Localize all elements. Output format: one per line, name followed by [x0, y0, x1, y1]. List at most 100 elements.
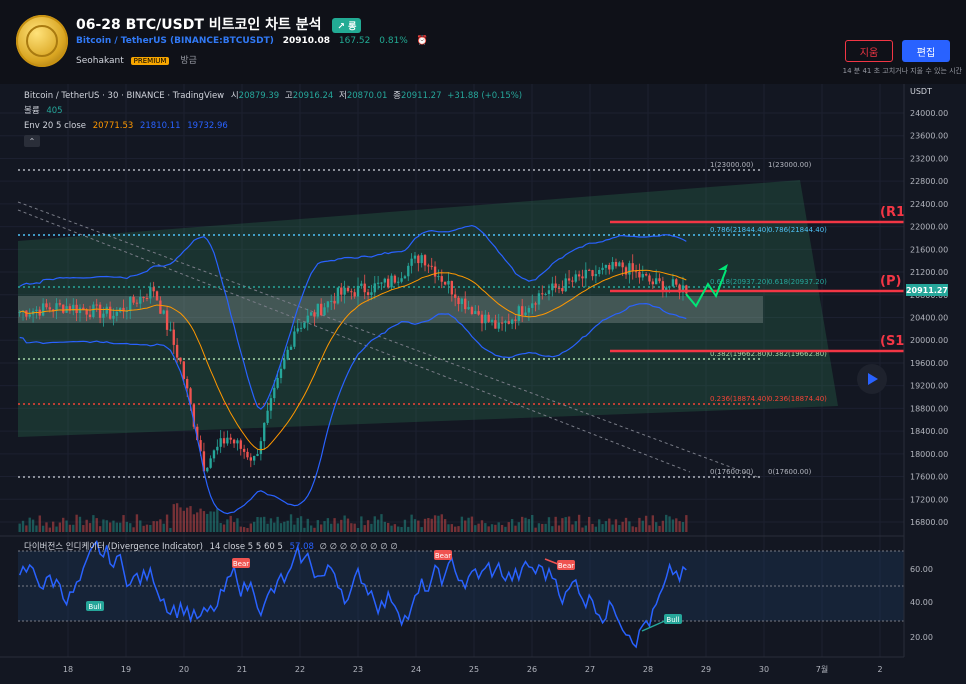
legend-open-label: 시 [231, 91, 239, 101]
candle-body-103 [363, 283, 366, 293]
candle-body-108 [380, 282, 383, 284]
price-axis[interactable] [904, 84, 966, 664]
candle-body-91 [323, 307, 326, 316]
candle-body-187 [644, 274, 648, 276]
consolidation-box [18, 296, 763, 323]
candle-body-132 [460, 298, 464, 305]
author-avatar[interactable] [16, 15, 68, 67]
pivot-label: (P) [880, 274, 901, 289]
time-tick-9: 27 [585, 665, 595, 674]
candle-body-37 [142, 296, 145, 298]
volume-bar-106 [373, 516, 376, 532]
volume-bar-167 [577, 514, 581, 532]
candle-body-29 [115, 311, 118, 316]
volume-bar-2 [25, 525, 28, 532]
candle-body-13 [62, 304, 65, 313]
volume-bar-192 [661, 520, 665, 532]
volume-bar-115 [403, 519, 407, 532]
projection-path [685, 269, 727, 308]
candle-body-183 [631, 263, 634, 272]
volume-bar-51 [189, 506, 192, 532]
volume-bar-39 [149, 524, 152, 532]
bear-label-2: Bear [435, 552, 451, 560]
volume-bar-191 [658, 525, 661, 532]
bull-label-4: Bull [666, 616, 679, 624]
edit-button[interactable]: 편집 [902, 40, 950, 62]
candle-body-95 [336, 287, 340, 304]
volume-bar-81 [289, 514, 293, 532]
candle-body-73 [263, 422, 266, 442]
volume-bar-183 [631, 526, 634, 532]
candle-body-32 [125, 311, 129, 313]
volume-bar-185 [638, 517, 641, 532]
volume-bar-46 [172, 504, 175, 532]
volume-bar-139 [484, 523, 487, 532]
price-tick-13: 18800.00 [910, 404, 948, 413]
volume-bar-21 [88, 523, 92, 532]
candle-body-18 [78, 307, 82, 314]
candle-body-62 [226, 437, 229, 444]
price-axis-unit: USDT [910, 87, 932, 96]
candle-body-173 [598, 270, 601, 274]
volume-bar-66 [239, 526, 242, 532]
candle-body-194 [668, 286, 671, 288]
chart-area[interactable]: 1(23000.00) 1(23000.00) 0.786(21844.40) 0.7… [0, 84, 966, 684]
candle-body-146 [507, 321, 510, 324]
candle-body-58 [212, 450, 216, 459]
candle-body-107 [376, 282, 380, 284]
legend-collapse-button[interactable] [24, 135, 40, 147]
volume-bar-41 [155, 521, 159, 532]
candle-body-84 [299, 327, 303, 329]
legend-open: 20879.39 [239, 91, 280, 101]
trend-channel [18, 180, 838, 437]
chevron-up-icon[interactable]: ⌃ [29, 137, 36, 146]
candle-body-175 [604, 264, 608, 268]
volume-bar-149 [517, 522, 520, 532]
time-tick-11: 29 [701, 665, 711, 674]
candle-body-189 [651, 281, 654, 285]
volume-bar-118 [413, 519, 417, 532]
volume-bar-10 [52, 521, 55, 532]
candle-body-24 [98, 304, 102, 318]
candle-body-177 [611, 261, 614, 270]
volume-bar-87 [309, 525, 313, 532]
volume-bar-37 [142, 525, 145, 532]
legend-high-label: 고 [285, 91, 293, 101]
alarm-clock-icon[interactable]: ⏰ [416, 36, 428, 46]
volume-bar-14 [65, 520, 68, 532]
candle-body-69 [249, 457, 252, 461]
author-name[interactable]: Seohakant [76, 56, 124, 66]
volume-bar-45 [169, 527, 172, 532]
volume-bar-153 [531, 514, 534, 532]
projection-arrow-icon [718, 264, 728, 270]
candlesticks [18, 251, 688, 473]
volume-bar-20 [85, 519, 88, 532]
candle-body-124 [433, 266, 437, 277]
volume-bar-159 [551, 526, 554, 532]
candle-body-119 [417, 255, 420, 264]
price-tick-4: 22400.00 [910, 200, 948, 209]
time-axis-ticks: 18 19 20 21 22 23 24 25 26 27 28 29 30 7월 2 [63, 664, 883, 674]
candle-body-81 [289, 346, 293, 350]
indicator-name: 다이버전스 인디케이터 (Divergence Indicator) [24, 541, 203, 552]
candle-body-114 [400, 278, 403, 282]
price-tick-2: 23200.00 [910, 154, 948, 163]
play-icon[interactable] [868, 373, 878, 385]
candle-body-96 [340, 287, 343, 295]
volume-bar-83 [296, 517, 299, 532]
symbol-link[interactable]: Bitcoin / TetherUS (BINANCE:BTCUSDT) [76, 36, 274, 46]
fib-label2-4: 0.236(18874.40) [768, 395, 827, 403]
time-axis[interactable] [0, 657, 966, 684]
delete-button[interactable]: 지움 [845, 40, 893, 62]
volume-bar-79 [283, 521, 286, 532]
volume-bar-134 [467, 517, 470, 532]
candle-body-137 [477, 311, 480, 315]
time-tick-1: 19 [121, 665, 131, 674]
volume-bar-17 [75, 514, 78, 532]
candle-body-77 [276, 377, 279, 388]
volume-bar-24 [98, 526, 102, 532]
time-tick-4: 22 [295, 665, 305, 674]
price-tick-5: 22000.00 [910, 223, 948, 232]
candle-body-171 [591, 270, 594, 277]
fib-label-3: 0.382(19662.80) [710, 350, 769, 358]
